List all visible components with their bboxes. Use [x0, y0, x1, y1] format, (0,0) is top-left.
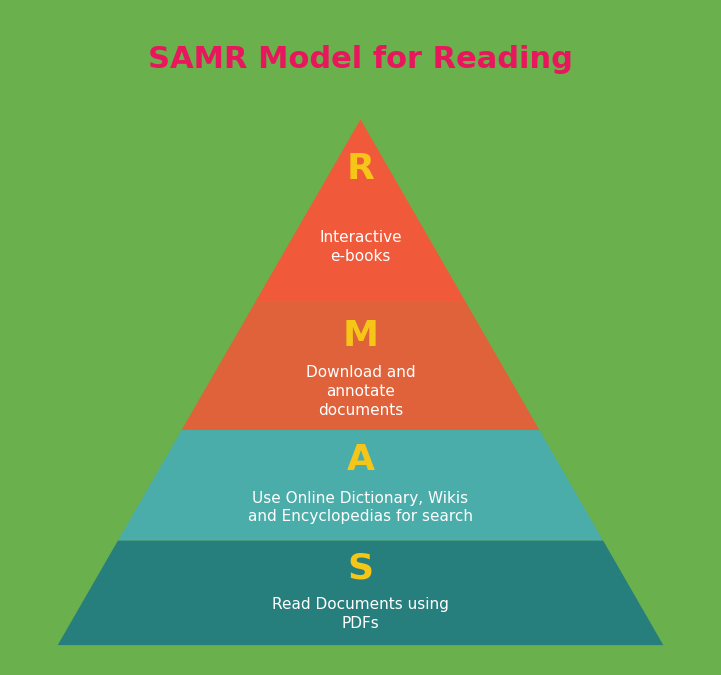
Text: Use Online Dictionary, Wikis
and Encyclopedias for search: Use Online Dictionary, Wikis and Encyclo… [248, 491, 473, 524]
Text: R: R [347, 152, 374, 186]
Polygon shape [118, 430, 603, 541]
Polygon shape [255, 119, 466, 302]
Text: A: A [347, 443, 374, 477]
Text: SAMR Model for Reading: SAMR Model for Reading [148, 45, 573, 74]
Polygon shape [58, 541, 663, 645]
Text: S: S [348, 552, 373, 586]
Text: Download and
annotate
documents: Download and annotate documents [306, 365, 415, 418]
Text: M: M [342, 319, 379, 353]
Text: Read Documents using
PDFs: Read Documents using PDFs [272, 597, 449, 630]
Polygon shape [182, 302, 539, 430]
Text: Interactive
e-books: Interactive e-books [319, 230, 402, 264]
